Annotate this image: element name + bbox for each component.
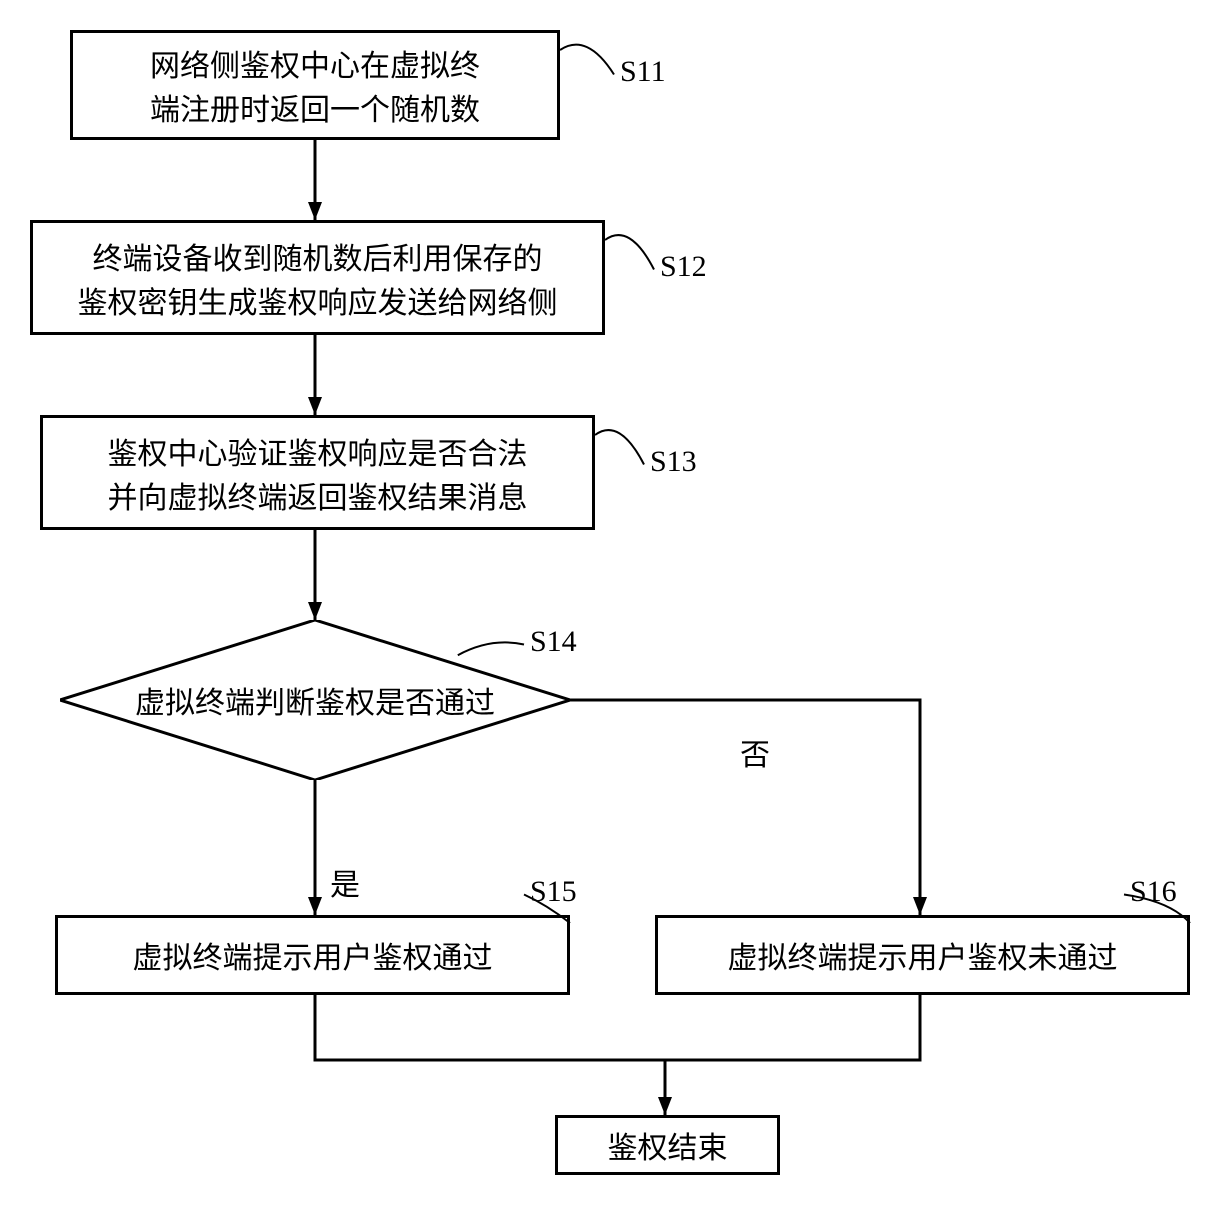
process-s11-text: 网络侧鉴权中心在虚拟终 端注册时返回一个随机数 <box>150 41 480 129</box>
terminator-end-text: 鉴权结束 <box>608 1123 728 1167</box>
process-s13: 鉴权中心验证鉴权响应是否合法 并向虚拟终端返回鉴权结果消息 <box>40 415 595 530</box>
process-s16-text: 虚拟终端提示用户鉴权未通过 <box>728 933 1118 977</box>
edge-label-yes: 是 <box>330 860 360 904</box>
process-s16: 虚拟终端提示用户鉴权未通过 <box>655 915 1190 995</box>
arrows-layer <box>0 0 1206 1205</box>
process-s15-text: 虚拟终端提示用户鉴权通过 <box>133 933 493 977</box>
flowchart-canvas: 网络侧鉴权中心在虚拟终 端注册时返回一个随机数 终端设备收到随机数后利用保存的 … <box>0 0 1206 1205</box>
process-s13-text: 鉴权中心验证鉴权响应是否合法 并向虚拟终端返回鉴权结果消息 <box>108 429 528 517</box>
decision-s14-text: 虚拟终端判断鉴权是否通过 <box>135 678 495 722</box>
step-label-s15: S15 <box>530 875 577 909</box>
step-label-s14: S14 <box>530 625 577 659</box>
step-label-s16: S16 <box>1130 875 1177 909</box>
edge-label-no: 否 <box>740 730 770 774</box>
process-s12: 终端设备收到随机数后利用保存的 鉴权密钥生成鉴权响应发送给网络侧 <box>30 220 605 335</box>
process-s15: 虚拟终端提示用户鉴权通过 <box>55 915 570 995</box>
process-s12-text: 终端设备收到随机数后利用保存的 鉴权密钥生成鉴权响应发送给网络侧 <box>78 234 558 322</box>
decision-s14: 虚拟终端判断鉴权是否通过 <box>60 620 570 780</box>
process-s11: 网络侧鉴权中心在虚拟终 端注册时返回一个随机数 <box>70 30 560 140</box>
step-label-s12: S12 <box>660 250 707 284</box>
step-label-s13: S13 <box>650 445 697 479</box>
step-label-s11: S11 <box>620 55 666 89</box>
terminator-end: 鉴权结束 <box>555 1115 780 1175</box>
